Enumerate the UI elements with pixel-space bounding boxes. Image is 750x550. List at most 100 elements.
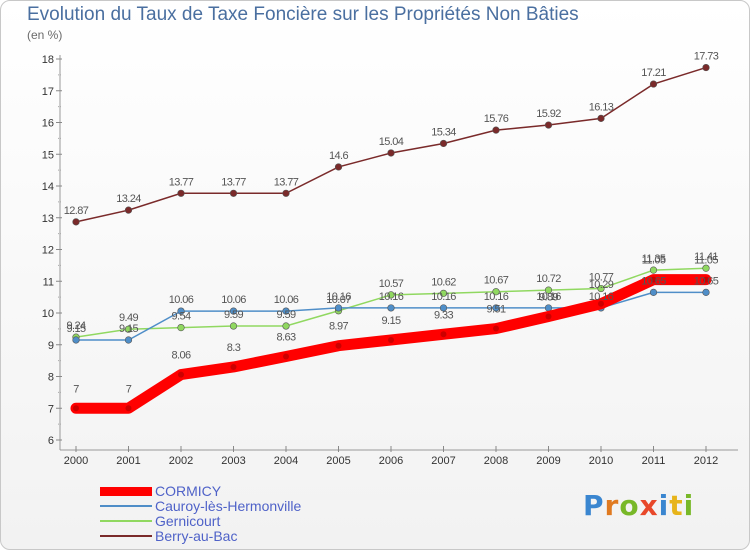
data-label: 15.92 (536, 108, 561, 120)
data-label: 9.49 (119, 312, 138, 324)
data-label: 10.16 (484, 291, 509, 303)
data-point-cormicy (73, 405, 79, 412)
y-tick-label: 13 (42, 213, 54, 225)
data-label: 10.16 (379, 291, 404, 303)
x-tick-label: 2010 (589, 455, 613, 467)
logo-letter: x (639, 489, 659, 522)
data-point-cauroy-l-s-hermonville (649, 288, 658, 296)
legend-swatch (100, 535, 152, 537)
data-point-berry-au-bac (649, 80, 658, 88)
data-label: 13.24 (116, 193, 141, 205)
data-label: 11.05 (642, 255, 666, 267)
x-tick-label: 2005 (326, 455, 350, 467)
data-point-berry-au-bac (544, 121, 553, 129)
x-tick-label: 2008 (484, 455, 508, 467)
data-label: 15.34 (431, 126, 456, 138)
data-label: 11.05 (694, 255, 718, 267)
chart-unit-label: (en %) (27, 28, 63, 42)
logo-letter: t (669, 489, 684, 522)
x-tick-label: 2006 (379, 455, 403, 467)
legend-label: Cauroy-lès-Hermonville (155, 498, 302, 514)
data-point-gernicourt (544, 286, 553, 294)
data-point-gernicourt (492, 288, 500, 296)
data-point-gernicourt (649, 266, 658, 274)
data-label: 10.06 (169, 294, 194, 306)
data-point-cormicy (125, 405, 132, 412)
data-point-cormicy (178, 371, 184, 378)
data-label: 9.24 (66, 320, 85, 332)
y-tick-label: 16 (42, 118, 54, 130)
data-label: 8.97 (329, 321, 348, 333)
data-point-cormicy (283, 353, 289, 360)
data-point-berry-au-bac (177, 189, 185, 197)
data-label: 12.87 (64, 205, 89, 217)
data-point-gernicourt (177, 324, 185, 332)
data-label: 15.04 (379, 136, 404, 148)
chart-title: Evolution du Taux de Taxe Foncière sur l… (27, 4, 579, 25)
data-label: 10.65 (694, 275, 719, 287)
data-point-gernicourt (702, 264, 710, 272)
data-label: 10.57 (379, 278, 404, 290)
data-label: 15.76 (484, 113, 509, 125)
data-point-cauroy-l-s-hermonville (439, 304, 448, 312)
data-label: 7 (73, 383, 79, 395)
legend-label: Berry-au-Bac (155, 528, 238, 544)
y-tick-label: 10 (42, 308, 54, 320)
data-point-cormicy (493, 325, 499, 332)
y-tick-label: 17 (42, 86, 54, 98)
x-tick-label: 2000 (64, 455, 88, 467)
data-point-cauroy-l-s-hermonville (72, 336, 80, 344)
data-label: 13.77 (274, 176, 299, 188)
data-label: 11.41 (694, 251, 718, 263)
data-label: 8.3 (227, 342, 241, 354)
y-tick-label: 9 (48, 340, 54, 352)
x-tick-label: 2011 (642, 455, 666, 467)
y-tick-label: 11 (43, 276, 54, 288)
logo-letter: r (604, 489, 620, 522)
data-point-cauroy-l-s-hermonville (544, 304, 553, 312)
data-label: 14.6 (329, 150, 348, 162)
data-label: 16.13 (589, 101, 614, 113)
x-tick-label: 2001 (116, 455, 140, 467)
data-label: 10.77 (589, 272, 614, 284)
data-point-berry-au-bac (124, 206, 133, 214)
x-tick-label: 2004 (274, 455, 298, 467)
data-point-berry-au-bac (597, 114, 605, 122)
data-point-berry-au-bac (334, 163, 343, 171)
data-point-cauroy-l-s-hermonville (334, 304, 343, 312)
data-point-berry-au-bac (702, 63, 710, 72)
data-label: 9.51 (486, 304, 505, 316)
data-point-cauroy-l-s-hermonville (702, 288, 710, 296)
data-point-gernicourt (439, 289, 448, 297)
x-tick-label: 2007 (431, 455, 455, 467)
data-point-berry-au-bac (229, 189, 238, 197)
data-label: 10.72 (536, 273, 561, 285)
data-label: 9.54 (171, 311, 190, 323)
data-label: 10.16 (589, 291, 614, 303)
legend-label: CORMICY (155, 483, 222, 499)
y-tick-label: 8 (48, 372, 54, 384)
data-point-cauroy-l-s-hermonville (124, 336, 133, 344)
data-point-cauroy-l-s-hermonville (387, 304, 395, 312)
y-tick-label: 7 (48, 403, 54, 415)
data-label: 10.29 (589, 279, 614, 291)
data-point-gernicourt (597, 284, 605, 293)
y-tick-label: 18 (42, 54, 54, 66)
data-label: 10.65 (641, 275, 666, 287)
legend-swatch (100, 487, 152, 496)
data-label: 10.67 (484, 275, 509, 287)
data-point-cormicy (598, 300, 604, 307)
data-point-cormicy (388, 336, 394, 343)
data-label: 13.77 (169, 176, 194, 188)
legend-swatch (100, 520, 152, 522)
logo-letter: i (658, 489, 670, 522)
data-point-cormicy (650, 276, 657, 283)
logo-letter: o (619, 489, 640, 522)
data-point-cormicy (703, 276, 709, 283)
data-label: 9.15 (66, 323, 85, 335)
data-point-cauroy-l-s-hermonville (229, 307, 238, 315)
data-point-cormicy (335, 342, 342, 349)
x-tick-label: 2003 (221, 455, 245, 467)
